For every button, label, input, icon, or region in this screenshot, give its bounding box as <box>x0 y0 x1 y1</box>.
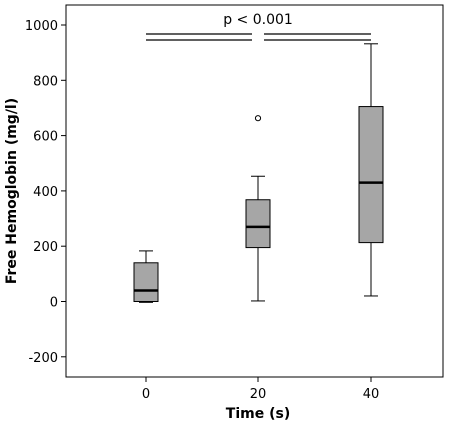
box-iqr <box>133 262 159 303</box>
x-axis: 0 20 40 <box>142 377 379 402</box>
y-tick-label: 200 <box>33 240 58 255</box>
y-tick-label: 1000 <box>25 19 58 34</box>
box-iqr <box>245 199 271 249</box>
y-tick-label: 600 <box>33 130 58 145</box>
x-tick-label: 20 <box>250 387 267 402</box>
box-group-0 <box>133 250 159 303</box>
box-iqr <box>358 106 384 244</box>
plot-frame <box>65 4 444 378</box>
y-axis: -200 0 200 400 600 800 1000 <box>25 19 66 366</box>
p-value-label: p < 0.001 <box>223 12 293 28</box>
box-group-20 <box>245 115 271 302</box>
x-axis-title: Time (s) <box>226 406 290 422</box>
x-tick-label: 0 <box>142 387 150 402</box>
y-tick-label: -200 <box>28 351 58 366</box>
y-axis-title: Free Hemoglobin (mg/l) <box>4 98 20 284</box>
y-tick-label: 0 <box>50 296 58 311</box>
x-tick-label: 40 <box>363 387 380 402</box>
box-group-40 <box>358 43 384 297</box>
y-tick-label: 800 <box>33 74 58 89</box>
boxes <box>133 43 384 303</box>
outlier-point <box>254 115 262 122</box>
y-tick-label: 400 <box>33 185 58 200</box>
significance-annotation: p < 0.001 <box>146 12 371 41</box>
